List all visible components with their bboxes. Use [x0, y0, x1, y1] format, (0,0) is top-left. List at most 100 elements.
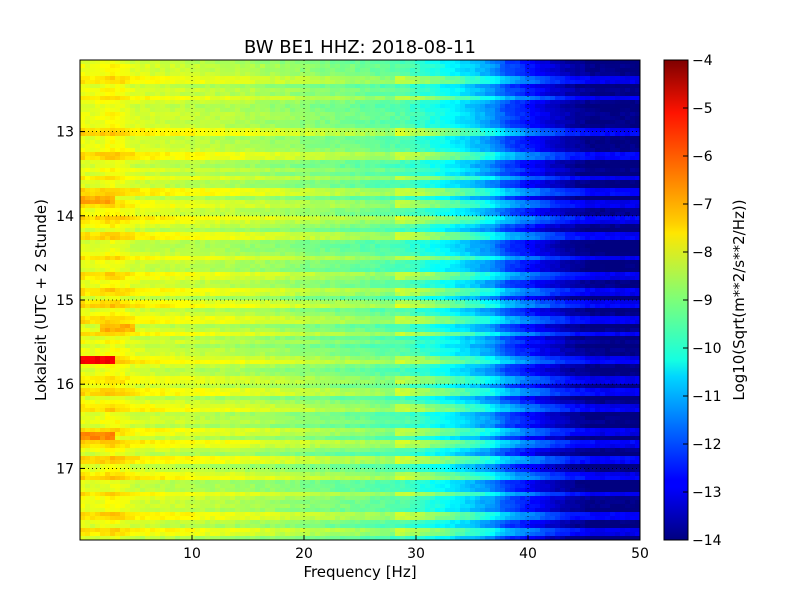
heatmap-cell [305, 116, 311, 121]
heatmap-cell [140, 152, 146, 157]
heatmap-cell [450, 220, 456, 225]
heatmap-cell [480, 128, 486, 133]
heatmap-cell [540, 72, 546, 77]
heatmap-cell [265, 156, 271, 161]
heatmap-cell [395, 144, 401, 149]
heatmap-cell [245, 72, 251, 77]
heatmap-cell [475, 112, 481, 117]
heatmap-cell [510, 208, 516, 213]
heatmap-cell [225, 228, 231, 233]
heatmap-cell [300, 228, 306, 233]
heatmap-cell [470, 160, 476, 165]
heatmap-cell [540, 232, 546, 237]
heatmap-cell [155, 64, 161, 69]
heatmap-cell [470, 120, 476, 125]
heatmap-cell [595, 172, 601, 177]
heatmap-cell [335, 112, 341, 117]
heatmap-cell [495, 132, 501, 137]
heatmap-cell [515, 164, 521, 169]
heatmap-cell [120, 128, 126, 133]
heatmap-cell [630, 88, 636, 93]
heatmap-cell [295, 132, 301, 137]
heatmap-cell [200, 132, 206, 137]
heatmap-cell [595, 92, 601, 97]
heatmap-cell [355, 124, 361, 129]
heatmap-cell [225, 80, 231, 85]
heatmap-cell [165, 116, 171, 121]
heatmap-cell [400, 136, 406, 141]
heatmap-cell [540, 172, 546, 177]
heatmap-cell [580, 68, 586, 73]
heatmap-cell [255, 204, 261, 209]
heatmap-cell [550, 108, 556, 113]
heatmap-cell [610, 124, 616, 129]
heatmap-cell [595, 124, 601, 129]
heatmap-cell [280, 228, 286, 233]
heatmap-cell [100, 180, 106, 185]
heatmap-cell [280, 172, 286, 177]
heatmap-cell [530, 164, 536, 169]
heatmap-cell [460, 76, 466, 81]
heatmap-cell [235, 76, 241, 81]
heatmap-cell [375, 84, 381, 89]
heatmap-cell [345, 172, 351, 177]
heatmap-cell [545, 188, 551, 193]
heatmap-cell [420, 96, 426, 101]
heatmap-cell [285, 176, 291, 181]
heatmap-cell [315, 120, 321, 125]
heatmap-cell [615, 208, 621, 213]
heatmap-cell [315, 212, 321, 217]
heatmap-cell [220, 92, 226, 97]
heatmap-cell [515, 140, 521, 145]
heatmap-cell [200, 140, 206, 145]
heatmap-cell [450, 132, 456, 137]
heatmap-cell [290, 76, 296, 81]
heatmap-cell [460, 104, 466, 109]
heatmap-cell [385, 96, 391, 101]
heatmap-cell [100, 204, 106, 209]
heatmap-cell [425, 140, 431, 145]
heatmap-cell [200, 192, 206, 197]
heatmap-cell [235, 152, 241, 157]
heatmap-cell [540, 84, 546, 89]
heatmap-cell [320, 76, 326, 81]
heatmap-cell [635, 232, 640, 237]
heatmap-cell [290, 160, 296, 165]
heatmap-cell [80, 88, 86, 93]
heatmap-cell [235, 164, 241, 169]
heatmap-cell [605, 188, 611, 193]
heatmap-cell [290, 92, 296, 97]
heatmap-cell [130, 72, 136, 77]
heatmap-cell [540, 184, 546, 189]
heatmap-cell [270, 76, 276, 81]
heatmap-cell [515, 120, 521, 125]
heatmap-cell [115, 108, 121, 113]
heatmap-cell [230, 64, 236, 69]
heatmap-cell [155, 108, 161, 113]
heatmap-cell [500, 120, 506, 125]
heatmap-cell [115, 216, 121, 221]
heatmap-cell [595, 160, 601, 165]
heatmap-cell [140, 136, 146, 141]
heatmap-cell [575, 100, 581, 105]
heatmap-cell [265, 116, 271, 121]
heatmap-cell [275, 76, 281, 81]
heatmap-cell [635, 84, 640, 89]
heatmap-cell [380, 156, 386, 161]
heatmap-cell [185, 136, 191, 141]
heatmap-cell [565, 88, 571, 93]
heatmap-cell [540, 64, 546, 69]
heatmap-cell [430, 88, 436, 93]
heatmap-cell [485, 228, 491, 233]
heatmap-cell [165, 164, 171, 169]
heatmap-cell [125, 96, 131, 101]
heatmap-cell [135, 220, 141, 225]
heatmap-cell [525, 212, 531, 217]
heatmap-cell [575, 124, 581, 129]
heatmap-cell [365, 124, 371, 129]
heatmap-cell [95, 96, 101, 101]
heatmap-cell [515, 104, 521, 109]
heatmap-cell [470, 228, 476, 233]
heatmap-cell [110, 196, 116, 201]
heatmap-cell [360, 232, 366, 237]
